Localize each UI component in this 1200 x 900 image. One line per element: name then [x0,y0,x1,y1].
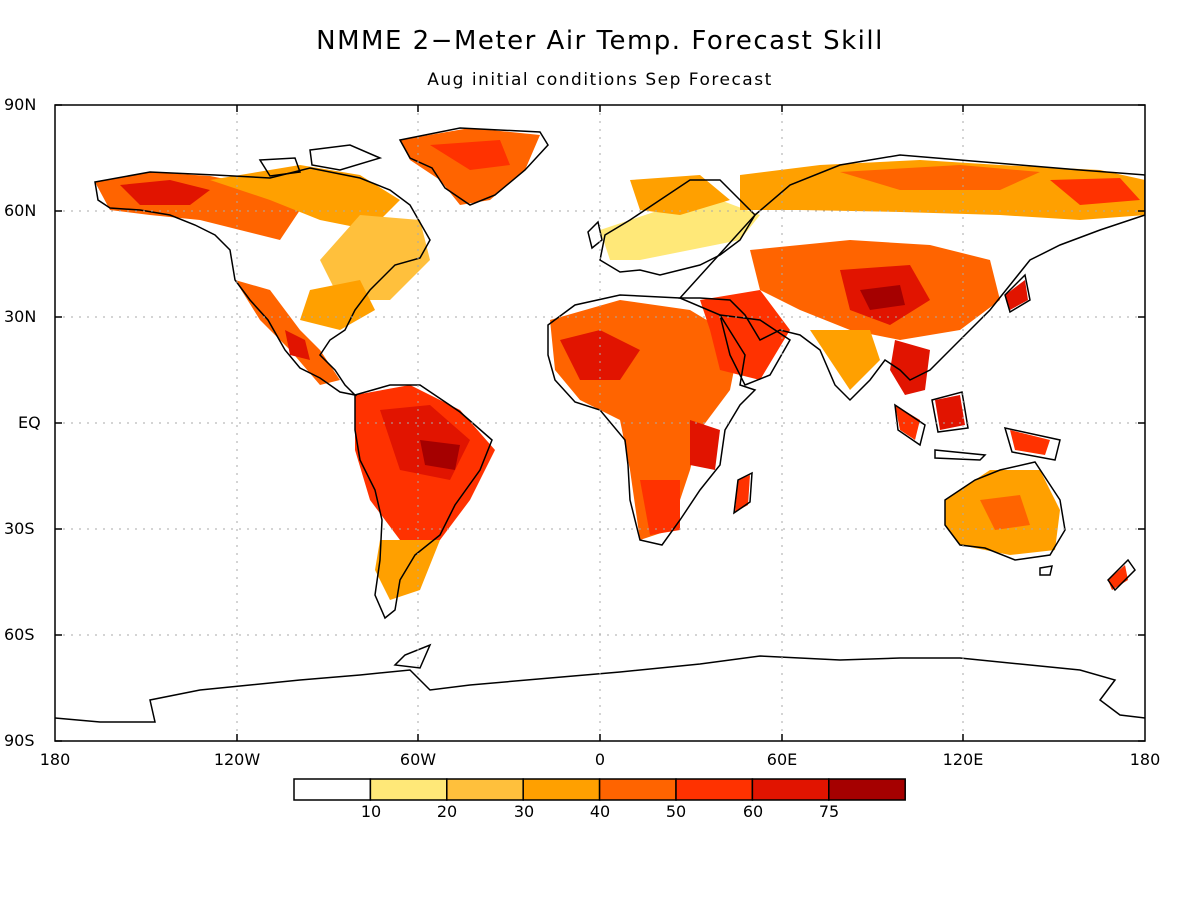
lat-label-90n: 90N [4,95,37,114]
colorbar-swatch [446,778,524,801]
axis-ticks [55,104,1145,742]
lon-label-180w: 180 [39,750,71,769]
colorbar-swatch [675,778,754,801]
lat-label-60s: 60S [4,625,35,644]
colorbar-label: 30 [513,802,535,821]
lon-label-0: 0 [594,750,606,769]
chart-title: NMME 2−Meter Air Temp. Forecast Skill [316,26,884,56]
lat-label-60n: 60N [4,201,37,220]
colorbar-label: 50 [665,802,687,821]
lat-label-eq: EQ [18,413,41,432]
chart-subtitle: Aug initial conditions Sep Forecast [427,70,773,90]
lon-label-180e: 180 [1129,750,1161,769]
colorbar [293,778,906,801]
lon-label-120w: 120W [213,750,261,769]
lon-label-120e: 120E [942,750,984,769]
colorbar-swatch [522,778,601,801]
skill-shading [95,128,1145,600]
lat-label-30s: 30S [4,519,35,538]
lat-label-30n: 30N [4,307,37,326]
coastlines [55,127,1145,723]
colorbar-swatch [828,778,906,801]
colorbar-swatch [293,778,372,801]
colorbar-label: 60 [742,802,764,821]
colorbar-label: 20 [436,802,458,821]
colorbar-label: 75 [818,802,840,821]
grid-lines [55,105,1145,741]
colorbar-swatch [598,778,677,801]
lon-label-60e: 60E [766,750,798,769]
lon-label-60w: 60W [399,750,437,769]
lat-label-90s: 90S [4,731,35,750]
colorbar-label: 40 [589,802,611,821]
colorbar-swatch [369,778,448,801]
colorbar-label: 10 [360,802,382,821]
colorbar-swatch [751,778,830,801]
